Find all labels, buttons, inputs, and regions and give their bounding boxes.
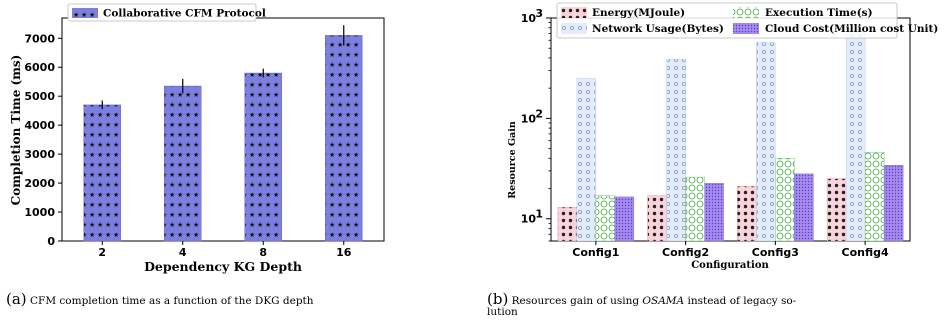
chart-b-legend-box <box>556 2 898 39</box>
chart-b-xtick-label: Config3 <box>752 246 799 259</box>
chart-b-ytick-exponent: 1 <box>535 208 543 221</box>
legend-label-energy: Energy(MJoule) <box>592 7 685 19</box>
caption-b-text-line2: lution <box>487 306 518 318</box>
chart-b-bar-Config4-series3 <box>883 165 904 242</box>
chart-b-bars <box>557 28 904 242</box>
chart-b-bar-Config1-series2 <box>595 195 616 242</box>
chart-b-bar-Config4-series0 <box>826 178 847 242</box>
caption-b-text-suffix: instead of legacy so- <box>684 295 797 307</box>
chart-a-ytick-label: 2000 <box>24 177 55 190</box>
chart-b-bar-Config3-series3 <box>794 173 814 242</box>
chart-a-ytick-label: 4000 <box>24 119 55 132</box>
chart-a-bar-2 <box>83 104 121 242</box>
chart-a-bars <box>83 25 363 242</box>
legend-swatch-energy <box>561 7 587 18</box>
chart-b-xlabel: Configuration <box>691 260 769 271</box>
chart-b-ytick-exponent: 2 <box>535 107 543 120</box>
chart-a-legend-label: Collaborative CFM Protocol <box>103 8 266 20</box>
chart-b-bar-Config4-series2 <box>864 152 885 242</box>
chart-a-x-axis: 2 4 8 16 <box>98 241 352 259</box>
chart-a-xtick-label: 4 <box>179 246 187 259</box>
chart-a-ytick-label: 5000 <box>24 90 55 103</box>
chart-a-xlabel: Dependency KG Depth <box>144 259 302 274</box>
chart-a-bar-8 <box>244 72 282 242</box>
chart-a-bar-16 <box>325 35 363 242</box>
chart-a-legend: Collaborative CFM Protocol <box>67 3 266 22</box>
chart-b-bar-Config1-series1 <box>576 78 597 242</box>
chart-b-bar-Config2-series2 <box>685 176 705 242</box>
chart-a-bar-4 <box>164 85 202 242</box>
chart-b-ytick-label: 10 <box>521 12 537 25</box>
chart-b-bar-Config2-series1 <box>666 58 686 242</box>
chart-b-bar-Config1-series0 <box>557 207 578 242</box>
chart-b-ytick-label: 10 <box>521 112 537 125</box>
chart-b-bar-Config3-series1 <box>756 42 776 242</box>
chart-a-legend-swatch <box>72 8 98 18</box>
caption-a-text: CFM completion time as a function of the… <box>30 295 314 307</box>
caption-a-tag: (a) <box>6 290 27 308</box>
chart-b-bar-Config1-series3 <box>614 196 635 242</box>
chart-a-ytick-label: 0 <box>47 235 55 248</box>
chart-b-xtick-label: Config2 <box>662 246 709 259</box>
chart-a-y-axis: 0 1000 2000 3000 4000 5000 6000 7000 <box>24 32 62 248</box>
chart-a: 0 1000 2000 3000 4000 5000 6000 7000 2 4 8 16 Comp… <box>9 3 385 274</box>
legend-label-network: Network Usage(Bytes) <box>592 23 724 35</box>
chart-b-legend: Energy(MJoule) Network Usage(Bytes) Exec… <box>556 2 938 39</box>
chart-b-bar-Config3-series2 <box>775 158 795 242</box>
chart-a-ytick-label: 1000 <box>24 206 55 219</box>
chart-b-ytick-label: 10 <box>521 213 537 226</box>
chart-b-bar-Config2-series3 <box>704 183 724 242</box>
caption-b-tag: (b) <box>487 290 509 308</box>
chart-b-xtick-label: Config4 <box>842 246 889 259</box>
caption-b-text-em: OSAMA <box>642 295 685 307</box>
chart-b-bar-Config4-series1 <box>845 28 866 242</box>
chart-a-xtick-label: 16 <box>336 246 352 259</box>
chart-a-ytick-label: 6000 <box>24 61 55 74</box>
chart-a-ytick-label: 3000 <box>24 148 55 161</box>
chart-b-xtick-label: Config1 <box>572 246 619 259</box>
caption-b: (b) Resources gain of using OSAMA instea… <box>487 292 942 318</box>
legend-swatch-network <box>561 23 587 34</box>
legend-swatch-exec <box>733 7 759 18</box>
chart-b-ylabel: Resource Gain <box>507 121 518 199</box>
chart-b-bar-Config2-series0 <box>647 195 667 242</box>
chart-a-xtick-label: 8 <box>259 246 267 259</box>
legend-label-cloud: Cloud Cost(Million cost Unit) <box>765 23 938 35</box>
chart-a-legend-box <box>67 3 257 22</box>
legend-label-exec: Execution Time(s) <box>765 7 873 19</box>
chart-b-bar-Config3-series0 <box>737 186 757 242</box>
chart-a-ylabel: Completion Time (ms) <box>9 55 23 206</box>
chart-b-ytick-exponent: 3 <box>535 7 543 20</box>
legend-swatch-cloud <box>733 23 759 34</box>
chart-b-x-axis: Config1 Config2 Config3 Config4 <box>572 241 889 259</box>
chart-a-xtick-label: 2 <box>98 246 106 259</box>
caption-a: (a) CFM completion time as a function of… <box>6 292 476 307</box>
chart-a-ytick-label: 7000 <box>24 32 55 45</box>
caption-b-text-prefix: Resources gain of using <box>511 295 643 307</box>
